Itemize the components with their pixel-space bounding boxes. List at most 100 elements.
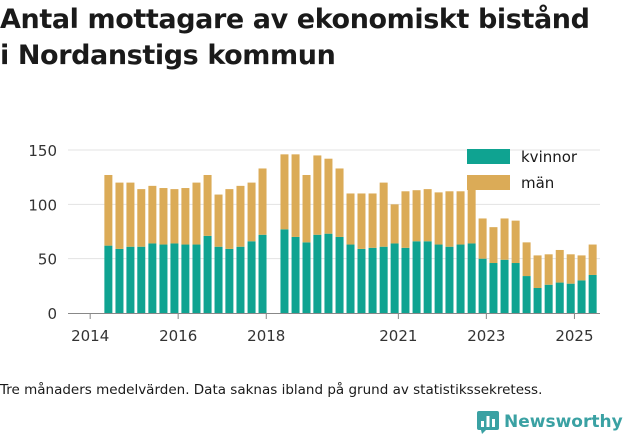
y-tick-label-50: 50 [38, 251, 57, 269]
bar-kvinnor-2023-03-01 [489, 263, 498, 313]
bar-kvinnor-2016-12-01 [214, 246, 223, 313]
bar-kvinnor-2024-12-01 [566, 283, 575, 313]
bar-kvinnor-2022-03-01 [445, 246, 454, 313]
bar-kvinnor-2020-09-01 [379, 246, 388, 313]
bar-kvinnor-2019-03-01 [313, 234, 322, 313]
bar-man-2021-06-01 [412, 190, 421, 242]
bar-kvinnor-2021-09-01 [423, 241, 432, 313]
bars [104, 154, 597, 313]
bar-man-2020-09-01 [379, 182, 388, 247]
bar-kvinnor-2016-09-01 [203, 235, 212, 313]
bar-kvinnor-2019-12-01 [346, 244, 355, 313]
x-axis-ticks: 2014 2016 2018 2021 2023 2025 [71, 313, 594, 345]
chart-title-line-1: Antal mottagare av ekonomiskt bistånd [0, 4, 590, 35]
bar-kvinnor-2021-06-01 [412, 241, 421, 313]
footnote: Tre månaders medelvärden. Data saknas ib… [0, 382, 543, 398]
bar-kvinnor-2023-06-01 [500, 259, 509, 313]
bar-kvinnor-2020-06-01 [368, 247, 377, 313]
bar-man-2022-03-01 [445, 191, 454, 247]
bar-kvinnor-2017-03-01 [225, 248, 234, 313]
legend-label-man: män [521, 174, 554, 192]
legend-swatch-kvinnor [467, 149, 510, 164]
brand-name: Newsworthy [504, 412, 623, 432]
bar-man-2014-09-01 [115, 182, 124, 249]
y-tick-label-0: 0 [47, 305, 57, 323]
bar-man-2017-09-01 [247, 182, 256, 242]
bar-kvinnor-2019-09-01 [335, 236, 344, 313]
bar-kvinnor-2015-06-01 [148, 243, 157, 313]
bar-man-2018-09-01 [291, 154, 300, 237]
bar-man-2024-03-01 [533, 255, 542, 289]
bar-man-2024-06-01 [544, 254, 553, 285]
bar-man-2020-06-01 [368, 193, 377, 248]
bar-kvinnor-2023-09-01 [511, 263, 520, 313]
chart-title: Antal mottagare av ekonomiskt bistånd i … [0, 2, 631, 74]
bar-kvinnor-2015-09-01 [159, 244, 168, 313]
bar-man-2023-03-01 [489, 227, 498, 264]
bar-kvinnor-2024-09-01 [555, 282, 564, 313]
y-tick-label-100: 100 [28, 196, 57, 214]
bar-man-2019-09-01 [335, 168, 344, 237]
x-tick-label-2025: 2025 [555, 327, 593, 345]
brand[interactable]: Newsworthy [476, 410, 623, 434]
bar-man-2023-09-01 [511, 220, 520, 264]
bar-man-2024-09-01 [555, 249, 564, 283]
bar-man-2019-12-01 [346, 193, 355, 245]
bar-kvinnor-2022-12-01 [478, 258, 487, 313]
bar-man-2017-06-01 [236, 185, 245, 247]
bar-man-2020-12-01 [390, 204, 399, 244]
bar-kvinnor-2017-06-01 [236, 246, 245, 313]
legend-swatch-man [467, 175, 510, 190]
legend-label-kvinnor: kvinnor [521, 148, 578, 166]
x-tick-label-2023: 2023 [467, 327, 505, 345]
bar-man-2017-12-01 [258, 168, 267, 235]
stacked-bar-chart: 0 50 100 150 2014 2016 2018 2021 2023 2025 kvinn… [28, 142, 600, 345]
x-tick-label-2021: 2021 [379, 327, 417, 345]
bar-kvinnor-2023-12-01 [522, 276, 531, 313]
bar-kvinnor-2016-03-01 [181, 244, 190, 313]
bar-kvinnor-2014-09-01 [115, 248, 124, 313]
bar-man-2017-03-01 [225, 189, 234, 249]
bar-man-2019-03-01 [313, 155, 322, 235]
y-axis-tick-labels: 0 50 100 150 [28, 142, 57, 323]
bar-man-2016-12-01 [214, 194, 223, 247]
bar-kvinnor-2022-09-01 [467, 243, 476, 313]
bar-man-2019-06-01 [324, 158, 333, 234]
x-tick-label-2016: 2016 [159, 327, 197, 345]
bar-kvinnor-2024-03-01 [533, 288, 542, 313]
bar-kvinnor-2016-06-01 [192, 244, 201, 313]
bar-man-2021-03-01 [401, 191, 410, 248]
bar-man-2022-09-01 [467, 189, 476, 244]
bar-man-2014-06-01 [104, 174, 113, 246]
bar-man-2025-06-01 [588, 244, 597, 275]
bar-man-2015-09-01 [159, 188, 168, 245]
bar-man-2023-06-01 [500, 218, 509, 260]
bar-man-2021-12-01 [434, 192, 443, 245]
bar-kvinnor-2024-06-01 [544, 284, 553, 313]
bar-chart-logo-icon [477, 411, 499, 434]
bar-man-2023-12-01 [522, 242, 531, 277]
legend: kvinnor män [467, 148, 578, 192]
bar-man-2022-06-01 [456, 191, 465, 245]
bar-man-2020-03-01 [357, 193, 366, 249]
bar-kvinnor-2015-03-01 [137, 246, 146, 313]
bar-man-2015-12-01 [170, 189, 179, 244]
bar-man-2016-09-01 [203, 174, 212, 236]
gridlines [68, 149, 600, 260]
bar-man-2016-03-01 [181, 188, 190, 245]
bar-man-2022-12-01 [478, 218, 487, 259]
bar-kvinnor-2025-03-01 [577, 280, 586, 313]
chart-title-line-2: i Nordanstigs kommun [0, 40, 336, 71]
x-tick-label-2014: 2014 [71, 327, 109, 345]
bar-kvinnor-2017-12-01 [258, 234, 267, 313]
bar-kvinnor-2017-09-01 [247, 241, 256, 313]
bar-kvinnor-2020-03-01 [357, 248, 366, 313]
bar-man-2014-12-01 [126, 182, 135, 247]
bar-man-2018-06-01 [280, 154, 289, 230]
bar-man-2018-12-01 [302, 174, 311, 243]
bar-man-2025-03-01 [577, 255, 586, 281]
bar-kvinnor-2020-12-01 [390, 243, 399, 313]
bar-kvinnor-2021-12-01 [434, 244, 443, 313]
bar-kvinnor-2015-12-01 [170, 243, 179, 313]
bar-kvinnor-2018-12-01 [302, 242, 311, 313]
